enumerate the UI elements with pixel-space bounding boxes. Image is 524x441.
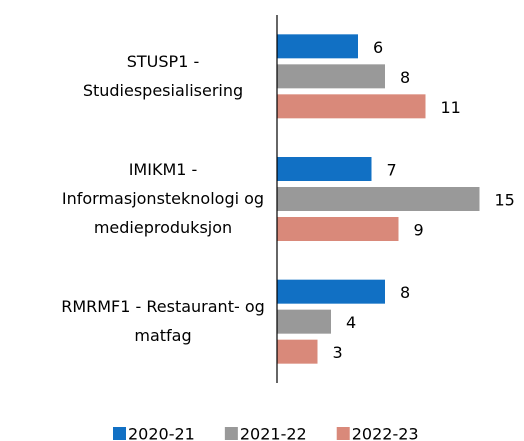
value-label: 4 [346,313,356,332]
category-label: STUSP1 - Studiespesialisering [83,51,243,99]
value-label: 11 [441,98,461,117]
bar [277,94,426,119]
bar [277,339,318,364]
bar [277,187,480,211]
bar [277,64,385,89]
category-line: IMIKM1 - [129,160,198,179]
bar [277,217,399,241]
category-line: Informasjonsteknologi og [62,189,264,208]
bar [277,309,331,334]
value-label: 6 [373,38,383,57]
value-label: 15 [495,191,515,210]
legend-swatch [224,427,238,440]
bar [277,157,372,181]
legend-swatch [336,427,350,440]
category-line: STUSP1 - [127,51,199,70]
bar [277,34,358,59]
bar [277,279,385,304]
value-label: 7 [387,161,397,180]
value-label: 3 [333,343,343,362]
legend-swatch [113,427,126,440]
legend-label: 2022-23 [352,425,419,441]
category-label: IMIKM1 - Informasjonsteknologi og mediepro… [62,160,264,237]
category-line: Studiespesialisering [83,80,243,99]
value-label: 8 [400,68,410,87]
value-label: 9 [414,221,424,240]
category-label: RMRMF1 - Restaurant- og matfag [61,297,265,345]
value-label: 8 [400,283,410,302]
category-line: medieproduksjon [94,218,232,237]
category-line: matfag [134,326,191,345]
category-line: RMRMF1 - Restaurant- og [61,297,265,316]
legend-label: 2020-21 [128,425,195,441]
legend-label: 2021-22 [240,425,307,441]
